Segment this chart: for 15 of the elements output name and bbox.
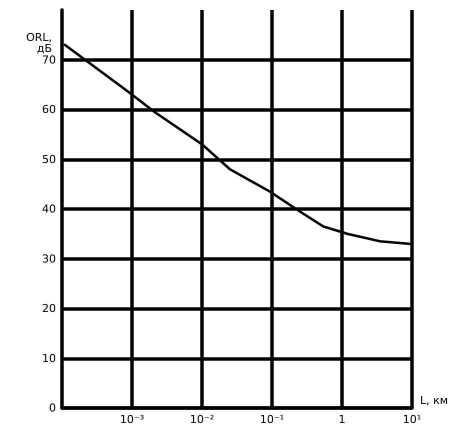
y-tick-label: 60 [42,103,56,116]
x-tick-label: 1 [338,413,346,425]
y-tick-label: 50 [42,152,56,166]
y-tick-label: 40 [42,202,56,216]
y-tick-label: 0 [49,402,56,414]
x-axis-title: L, км [420,394,448,407]
y-tick-label: 30 [42,252,56,266]
y-tick-label: 70 [42,53,56,66]
y-tick-label: 10 [42,352,56,365]
y-axis-title: ORL, дБ [26,31,52,55]
x-tick-label: 10⁻² [190,413,214,425]
y-tick-label: 20 [42,302,56,315]
x-tick-label: 10⁻¹ [260,413,284,425]
x-tick-label: 10⁻³ [120,413,144,425]
x-tick-label: 10¹ [402,413,422,425]
